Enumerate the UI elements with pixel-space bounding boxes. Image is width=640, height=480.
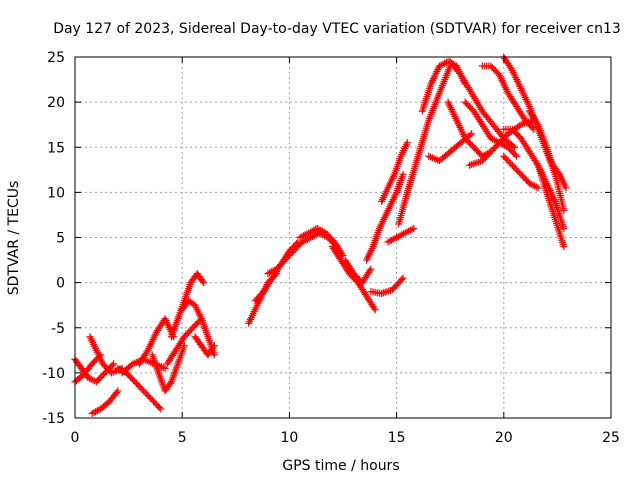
y-tick-label-0: -15 (42, 411, 65, 427)
plus-marker (366, 267, 374, 275)
y-tick-label-5: 10 (47, 185, 65, 201)
plus-marker (370, 304, 378, 312)
series-track-28 (461, 98, 521, 160)
series-track-17 (328, 243, 379, 314)
plus-marker (113, 388, 121, 396)
series-track-12 (191, 333, 218, 359)
plus-marker (532, 183, 540, 191)
plus-marker (403, 139, 411, 147)
plus-marker (466, 131, 474, 139)
plus-marker (108, 361, 116, 369)
plus-marker (166, 379, 174, 387)
y-axis-label: SDTVAR / TECUs (6, 181, 22, 296)
grid-lines (75, 57, 611, 418)
x-tick-label-5: 25 (602, 430, 620, 446)
plus-marker (560, 224, 568, 232)
series-track-20 (378, 139, 411, 205)
plus-marker (399, 170, 407, 178)
y-tick-label-8: 25 (47, 50, 65, 66)
plus-marker (410, 224, 418, 232)
series-track-21 (367, 274, 407, 297)
plus-marker (511, 143, 519, 151)
plus-marker (367, 265, 375, 273)
plus-marker (398, 276, 406, 284)
chart-title: Day 127 of 2023, Sidereal Day-to-day VTE… (53, 21, 621, 37)
series-track-35 (500, 152, 542, 192)
plus-marker (161, 364, 169, 372)
y-tick-label-4: 5 (56, 231, 65, 247)
y-axis-ticks: -15 -10 -5 0 5 10 15 20 25 (42, 50, 611, 427)
x-tick-label-3: 15 (388, 430, 406, 446)
series-track-23 (395, 62, 454, 228)
plus-marker (110, 360, 118, 368)
plus-marker (157, 405, 165, 413)
plus-marker (114, 387, 122, 395)
x-tick-label-2: 10 (280, 430, 298, 446)
data-markers (71, 53, 570, 417)
plus-marker (91, 377, 99, 385)
plus-marker (560, 243, 568, 251)
x-axis-ticks: 0 5 10 15 20 25 (71, 57, 620, 446)
series-track-30 (478, 62, 538, 133)
plus-marker (513, 152, 521, 160)
y-tick-label-1: -10 (42, 366, 65, 382)
plus-marker (562, 184, 570, 192)
x-tick-label-1: 5 (178, 430, 187, 446)
series-track-4 (88, 387, 122, 417)
x-tick-label-0: 0 (71, 430, 80, 446)
plus-marker (468, 130, 476, 138)
plus-marker (209, 343, 217, 351)
plus-marker (210, 351, 218, 359)
y-tick-label-7: 20 (47, 95, 65, 111)
series-track-25 (425, 130, 476, 165)
x-tick-label-4: 20 (495, 430, 513, 446)
series-track-18 (341, 256, 375, 287)
series-track-3 (86, 333, 126, 377)
series-track-11 (178, 297, 218, 359)
plus-marker (533, 119, 541, 127)
series-track-13 (245, 270, 281, 327)
x-axis-label: GPS time / hours (282, 458, 399, 474)
plus-marker (199, 277, 207, 285)
y-tick-label-6: 15 (47, 140, 65, 156)
plus-marker (399, 274, 407, 282)
plus-marker (371, 306, 379, 314)
plus-marker (534, 184, 542, 192)
series-track-22 (384, 224, 418, 246)
series-track-36 (543, 148, 570, 192)
y-tick-label-3: 0 (56, 276, 65, 292)
plus-marker (560, 206, 568, 214)
y-tick-label-2: -5 (51, 321, 65, 337)
plus-marker (200, 279, 208, 287)
plus-marker (511, 151, 519, 159)
series-track-34 (534, 161, 568, 251)
series-track-8 (148, 342, 188, 395)
plus-marker (155, 403, 163, 411)
plus-marker (408, 225, 416, 233)
series-track-5 (114, 364, 165, 413)
plus-marker (210, 342, 218, 350)
series-track-9 (167, 270, 208, 341)
series-track-26 (444, 98, 495, 160)
series-track-19 (363, 170, 407, 264)
